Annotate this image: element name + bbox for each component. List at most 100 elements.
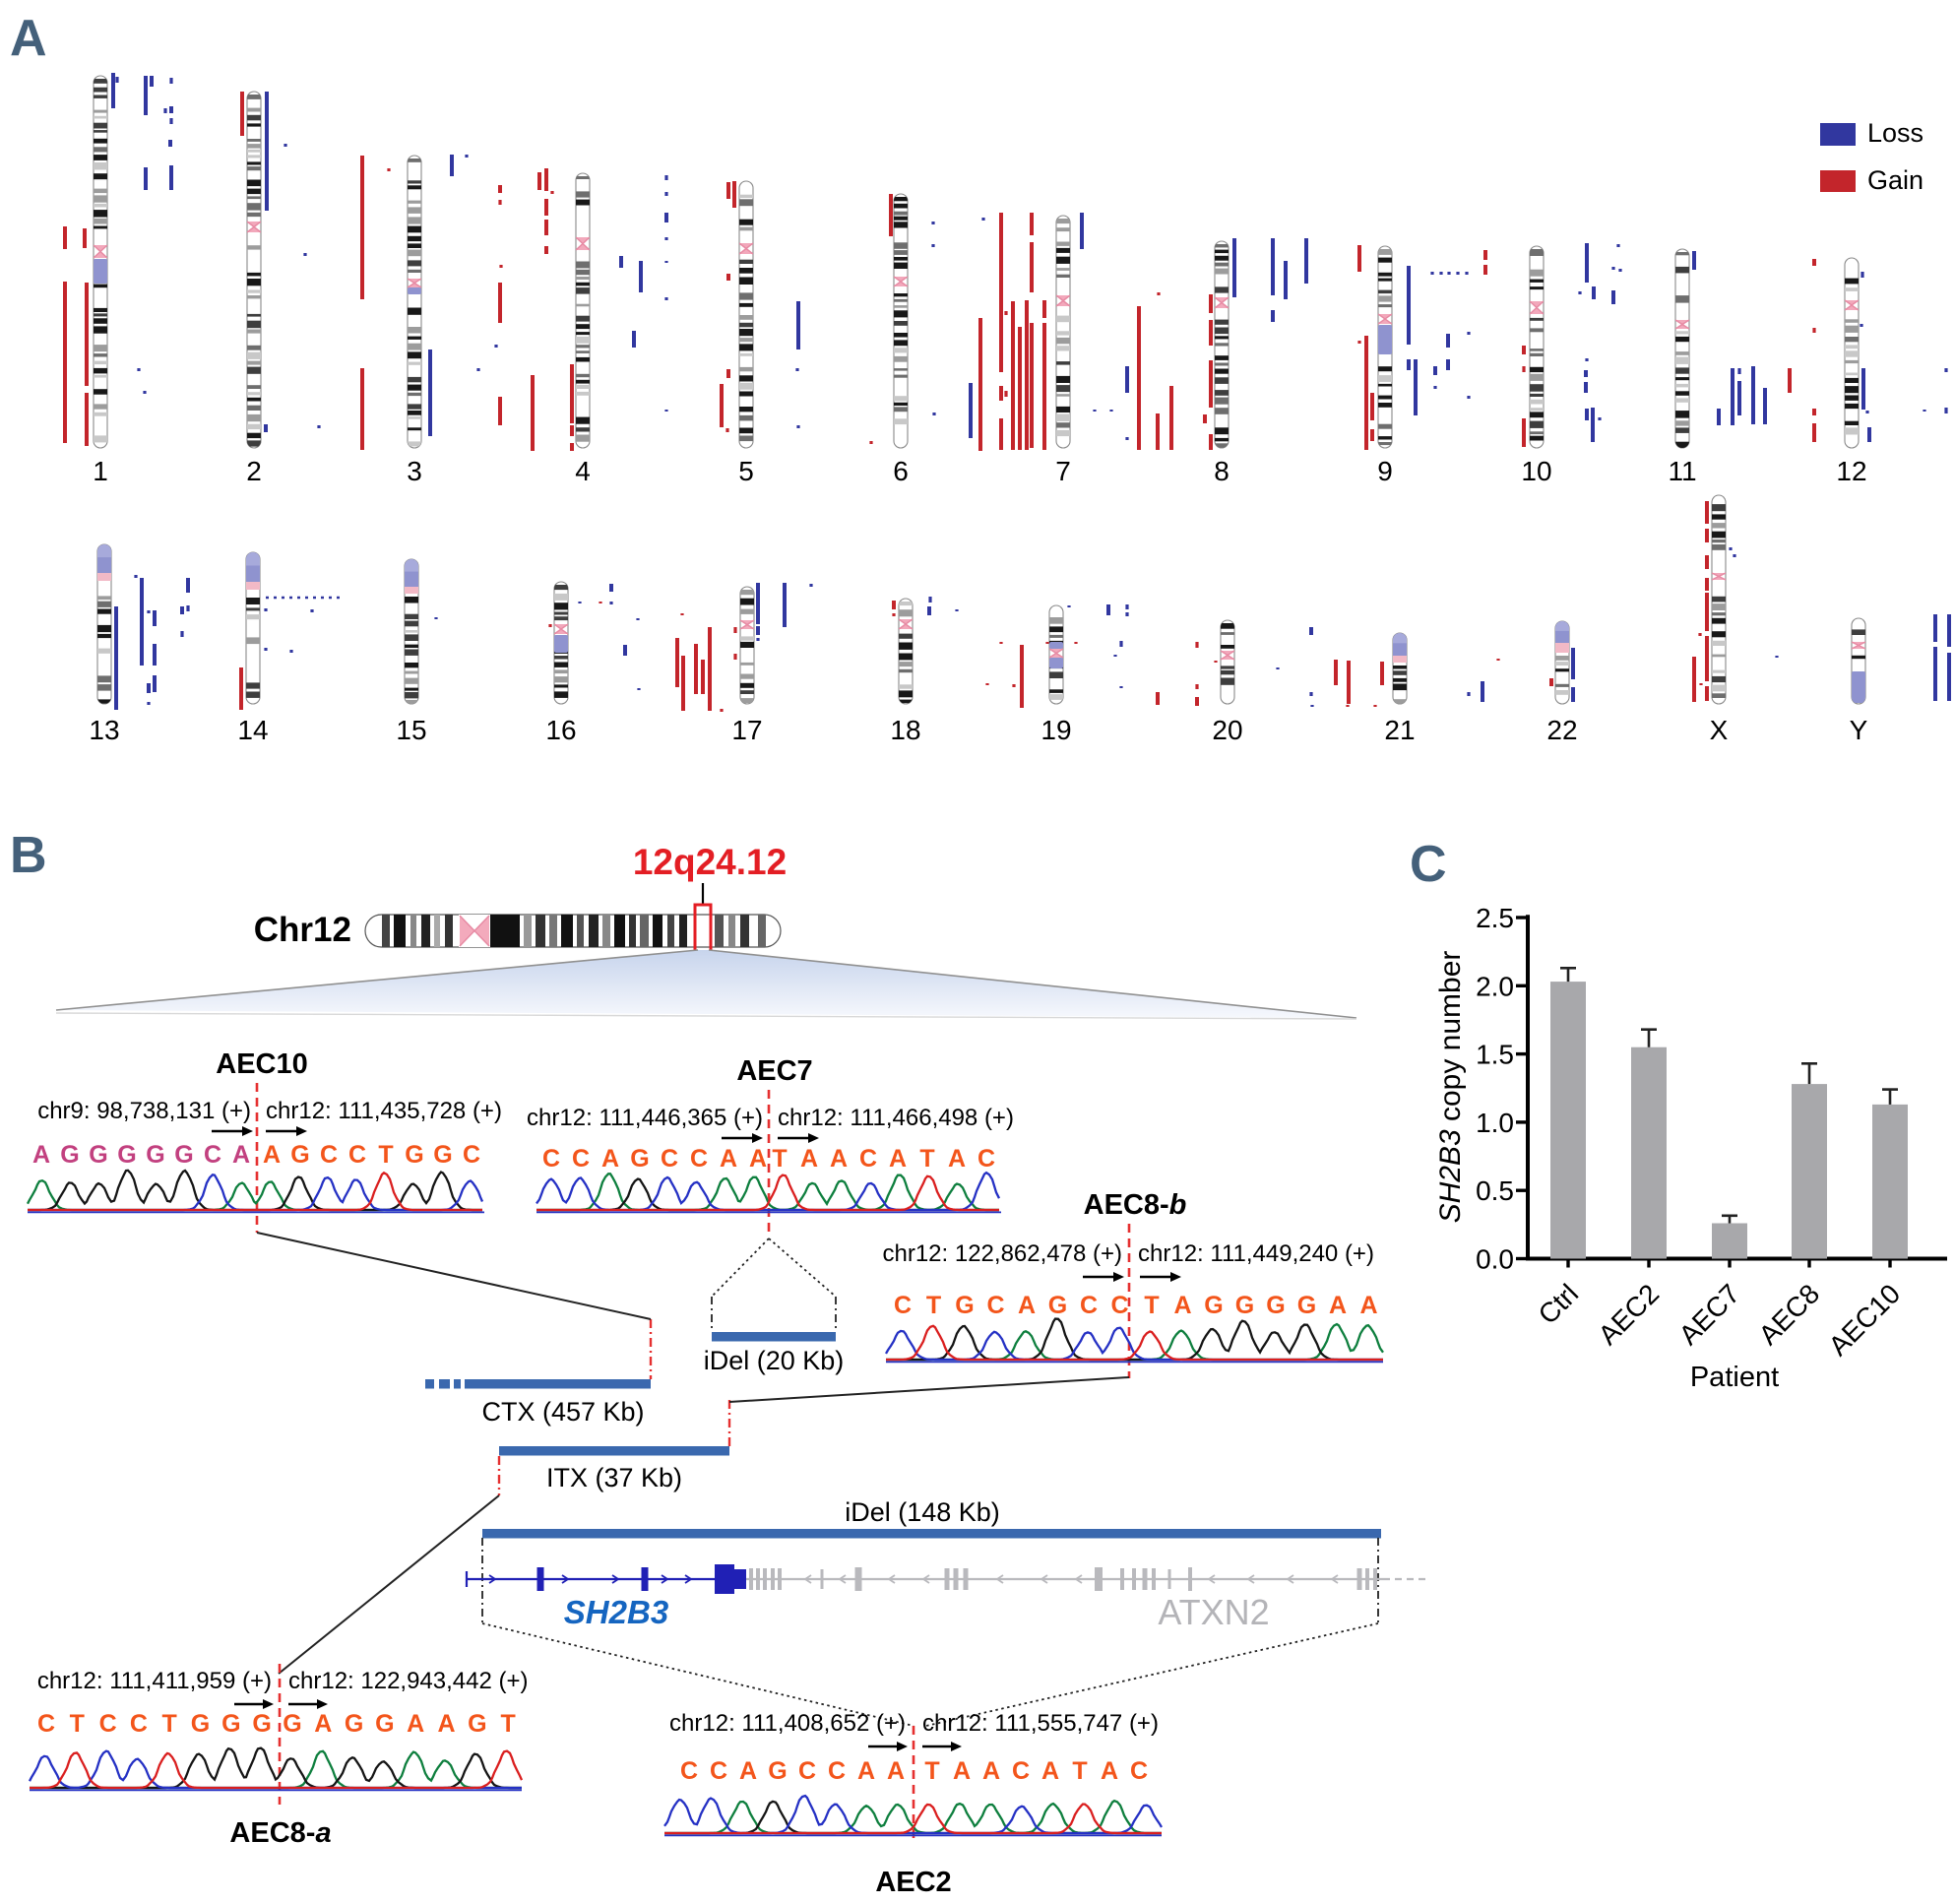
svg-text:15: 15 [396, 715, 426, 745]
svg-text:18: 18 [890, 715, 920, 745]
svg-text:C: C [978, 1145, 995, 1173]
svg-text:chr12: 111,449,240 (+): chr12: 111,449,240 (+) [1138, 1240, 1374, 1267]
svg-text:chr12: 122,862,478 (+): chr12: 122,862,478 (+) [882, 1240, 1122, 1267]
svg-text:A: A [749, 1145, 767, 1173]
svg-text:16: 16 [545, 715, 576, 745]
svg-text:2.0: 2.0 [1476, 971, 1514, 1001]
svg-text:chr12: 122,943,442 (+): chr12: 122,943,442 (+) [288, 1668, 529, 1694]
svg-text:C: C [894, 1292, 912, 1319]
svg-text:G: G [290, 1141, 309, 1169]
svg-text:AEC2: AEC2 [875, 1867, 951, 1898]
svg-text:13: 13 [89, 715, 119, 745]
svg-text:G: G [60, 1141, 79, 1169]
svg-text:Y: Y [1850, 715, 1868, 745]
svg-text:A: A [232, 1141, 250, 1169]
svg-text:17: 17 [731, 715, 762, 745]
svg-text:A: A [407, 1710, 424, 1738]
svg-text:12: 12 [1836, 456, 1866, 486]
svg-text:C: C [690, 1145, 708, 1173]
svg-text:C: C [463, 1141, 480, 1169]
svg-text:A: A [437, 1710, 455, 1738]
svg-text:Loss: Loss [1867, 118, 1923, 148]
svg-text:2.5: 2.5 [1476, 903, 1514, 933]
svg-text:G: G [768, 1757, 787, 1785]
svg-text:iDel (20 Kb): iDel (20 Kb) [704, 1346, 845, 1375]
svg-text:C: C [798, 1757, 816, 1785]
svg-text:G: G [345, 1710, 363, 1738]
svg-text:6: 6 [893, 456, 909, 486]
svg-text:AEC8-a: AEC8-a [229, 1817, 331, 1849]
svg-text:T: T [500, 1710, 515, 1738]
svg-text:A: A [889, 1145, 907, 1173]
svg-text:A: A [800, 1145, 818, 1173]
svg-text:T: T [378, 1141, 393, 1169]
svg-text:G: G [630, 1145, 649, 1173]
svg-text:CTX (457 Kb): CTX (457 Kb) [481, 1397, 644, 1427]
svg-text:chr12: 111,408,652 (+): chr12: 111,408,652 (+) [669, 1710, 906, 1737]
svg-text:C: C [37, 1710, 55, 1738]
svg-text:3: 3 [407, 456, 422, 486]
svg-text:C: C [661, 1145, 678, 1173]
svg-text:AEC10: AEC10 [216, 1048, 308, 1080]
svg-text:A: A [948, 1145, 966, 1173]
svg-text:ATXN2: ATXN2 [1158, 1592, 1269, 1632]
svg-text:G: G [174, 1141, 193, 1169]
svg-text:C: C [572, 1145, 590, 1173]
svg-text:chr12: 111,411,959 (+): chr12: 111,411,959 (+) [37, 1668, 272, 1694]
svg-text:G: G [191, 1710, 210, 1738]
svg-text:9: 9 [1377, 456, 1393, 486]
svg-text:1: 1 [93, 456, 108, 486]
svg-text:A: A [857, 1757, 875, 1785]
svg-text:12q24.12: 12q24.12 [633, 842, 787, 882]
svg-text:C: C [859, 1145, 877, 1173]
svg-text:C: C [204, 1141, 221, 1169]
svg-text:A: A [1173, 1292, 1191, 1319]
svg-text:C: C [986, 1292, 1004, 1319]
svg-text:C: C [1012, 1757, 1030, 1785]
svg-text:A: A [1101, 1757, 1118, 1785]
svg-text:chr12: 111,555,747 (+): chr12: 111,555,747 (+) [922, 1710, 1159, 1737]
svg-text:T: T [70, 1710, 85, 1738]
svg-text:A: A [1329, 1292, 1347, 1319]
svg-text:G: G [468, 1710, 486, 1738]
svg-text:C: C [99, 1710, 117, 1738]
svg-text:SH2B3 copy number: SH2B3 copy number [1434, 951, 1467, 1224]
svg-text:ITX (37 Kb): ITX (37 Kb) [546, 1463, 682, 1492]
svg-text:A: A [720, 1145, 737, 1173]
svg-text:Gain: Gain [1867, 165, 1923, 195]
svg-text:AEC7: AEC7 [736, 1055, 812, 1087]
svg-text:14: 14 [237, 715, 268, 745]
svg-text:C: C [680, 1757, 698, 1785]
svg-text:19: 19 [1041, 715, 1071, 745]
svg-text:A: A [739, 1757, 757, 1785]
svg-text:C: C [1080, 1292, 1098, 1319]
svg-text:C: C [710, 1757, 727, 1785]
svg-text:G: G [252, 1710, 271, 1738]
svg-text:G: G [433, 1141, 452, 1169]
svg-text:G: G [1297, 1292, 1316, 1319]
svg-text:4: 4 [575, 456, 591, 486]
svg-text:20: 20 [1212, 715, 1242, 745]
svg-text:A: A [982, 1757, 1000, 1785]
svg-text:2: 2 [246, 456, 262, 486]
svg-text:iDel (148 Kb): iDel (148 Kb) [845, 1497, 1000, 1527]
svg-text:chr12: 111,466,498 (+): chr12: 111,466,498 (+) [778, 1105, 1014, 1131]
svg-text:1.0: 1.0 [1476, 1108, 1514, 1138]
svg-text:A: A [10, 10, 47, 67]
svg-text:A: A [314, 1710, 332, 1738]
svg-text:X: X [1710, 715, 1729, 745]
svg-text:Chr12: Chr12 [254, 911, 351, 949]
svg-text:T: T [162, 1710, 177, 1738]
svg-text:A: A [263, 1141, 281, 1169]
svg-text:G: G [146, 1141, 164, 1169]
svg-text:7: 7 [1055, 456, 1071, 486]
svg-text:T: T [926, 1292, 941, 1319]
svg-text:C: C [542, 1145, 560, 1173]
svg-text:Patient: Patient [1690, 1362, 1779, 1393]
svg-text:21: 21 [1384, 715, 1415, 745]
svg-text:A: A [1018, 1292, 1036, 1319]
svg-text:22: 22 [1546, 715, 1577, 745]
svg-text:SH2B3: SH2B3 [564, 1594, 668, 1630]
svg-text:A: A [601, 1145, 619, 1173]
svg-text:G: G [117, 1141, 136, 1169]
